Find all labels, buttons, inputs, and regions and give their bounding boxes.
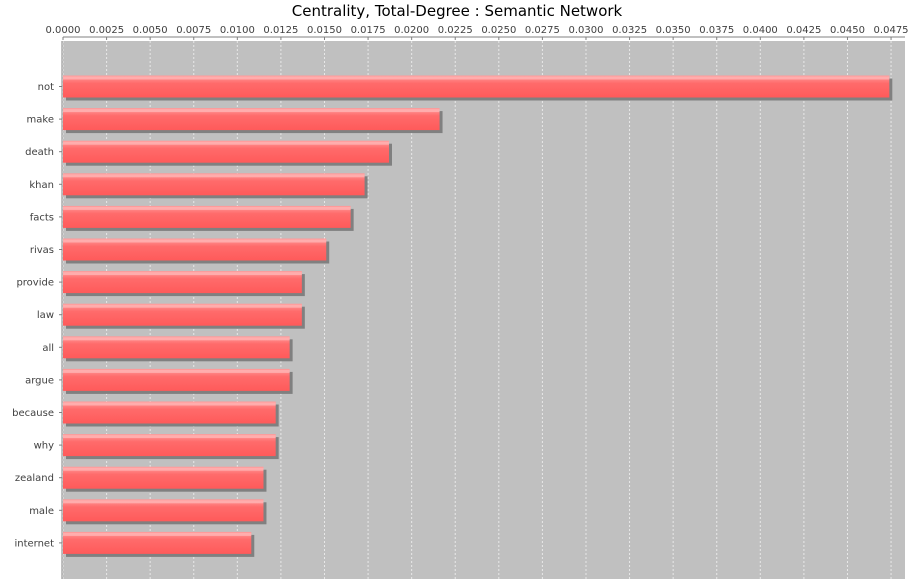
bar bbox=[63, 466, 264, 489]
x-tick-label: 0.0200 bbox=[394, 25, 429, 36]
x-tick-label: 0.0375 bbox=[699, 25, 734, 36]
chart-title: Centrality, Total-Degree : Semantic Netw… bbox=[292, 2, 623, 20]
x-tick-label: 0.0450 bbox=[830, 25, 865, 36]
bar-highlight bbox=[63, 272, 302, 276]
x-tick-label: 0.0300 bbox=[568, 25, 603, 36]
bar bbox=[63, 401, 276, 424]
bar-highlight bbox=[63, 500, 264, 504]
bar-highlight bbox=[63, 402, 276, 406]
bar bbox=[63, 75, 890, 98]
bar-highlight bbox=[63, 304, 302, 308]
bar bbox=[63, 531, 252, 554]
bar bbox=[63, 238, 327, 261]
bar-highlight bbox=[63, 109, 440, 113]
x-tick-label: 0.0400 bbox=[743, 25, 778, 36]
x-tick-label: 0.0075 bbox=[176, 25, 211, 36]
bar bbox=[63, 173, 365, 196]
category-label: make bbox=[27, 115, 54, 126]
category-label: male bbox=[29, 506, 54, 517]
x-tick-label: 0.0275 bbox=[525, 25, 560, 36]
x-tick-label: 0.0475 bbox=[874, 25, 909, 36]
category-label: rivas bbox=[30, 245, 54, 256]
category-label: why bbox=[34, 441, 55, 452]
x-tick-label: 0.0325 bbox=[612, 25, 647, 36]
bar-highlight bbox=[63, 206, 351, 210]
x-tick-label: 0.0350 bbox=[656, 25, 691, 36]
category-label: zealand bbox=[15, 473, 54, 484]
bar-highlight bbox=[63, 239, 327, 243]
x-tick-label: 0.0100 bbox=[220, 25, 255, 36]
category-label: provide bbox=[16, 278, 54, 289]
x-tick-label: 0.0250 bbox=[481, 25, 516, 36]
x-tick-label: 0.0175 bbox=[351, 25, 386, 36]
bar bbox=[63, 499, 264, 522]
bar bbox=[63, 336, 290, 359]
bar bbox=[63, 205, 351, 228]
x-tick-label: 0.0150 bbox=[307, 25, 342, 36]
category-label: because bbox=[12, 408, 54, 419]
bar-highlight bbox=[63, 337, 290, 341]
bars bbox=[63, 75, 893, 557]
bar bbox=[63, 271, 302, 294]
category-label: all bbox=[42, 343, 54, 354]
y-axis: not make death khan facts rivas provide law all a… bbox=[12, 41, 63, 579]
category-label: facts bbox=[30, 212, 54, 223]
category-label: not bbox=[38, 82, 54, 93]
bar bbox=[63, 140, 389, 163]
category-label: death bbox=[25, 147, 54, 158]
category-label: law bbox=[37, 310, 54, 321]
x-tick-label: 0.0425 bbox=[786, 25, 821, 36]
category-label: argue bbox=[25, 375, 54, 386]
bar-highlight bbox=[63, 532, 252, 536]
x-tick-label: 0.0225 bbox=[438, 25, 473, 36]
bar-highlight bbox=[63, 467, 264, 471]
bar bbox=[63, 434, 276, 457]
bar bbox=[63, 303, 302, 326]
bar-highlight bbox=[63, 174, 365, 178]
x-tick-label: 0.0125 bbox=[263, 25, 298, 36]
bar bbox=[63, 108, 440, 131]
bar bbox=[63, 368, 290, 391]
x-tick-label: 0.0000 bbox=[46, 25, 81, 36]
bar-highlight bbox=[63, 76, 890, 80]
category-label: internet bbox=[14, 538, 54, 549]
category-label: khan bbox=[29, 180, 54, 191]
x-axis: 0.0000 0.0025 0.0050 0.0075 0.0100 0.0125 0.01… bbox=[46, 25, 909, 40]
bar-highlight bbox=[63, 141, 389, 145]
bar-highlight bbox=[63, 369, 290, 373]
x-tick-label: 0.0050 bbox=[133, 25, 168, 36]
x-tick-label: 0.0025 bbox=[89, 25, 124, 36]
bar-highlight bbox=[63, 435, 276, 439]
